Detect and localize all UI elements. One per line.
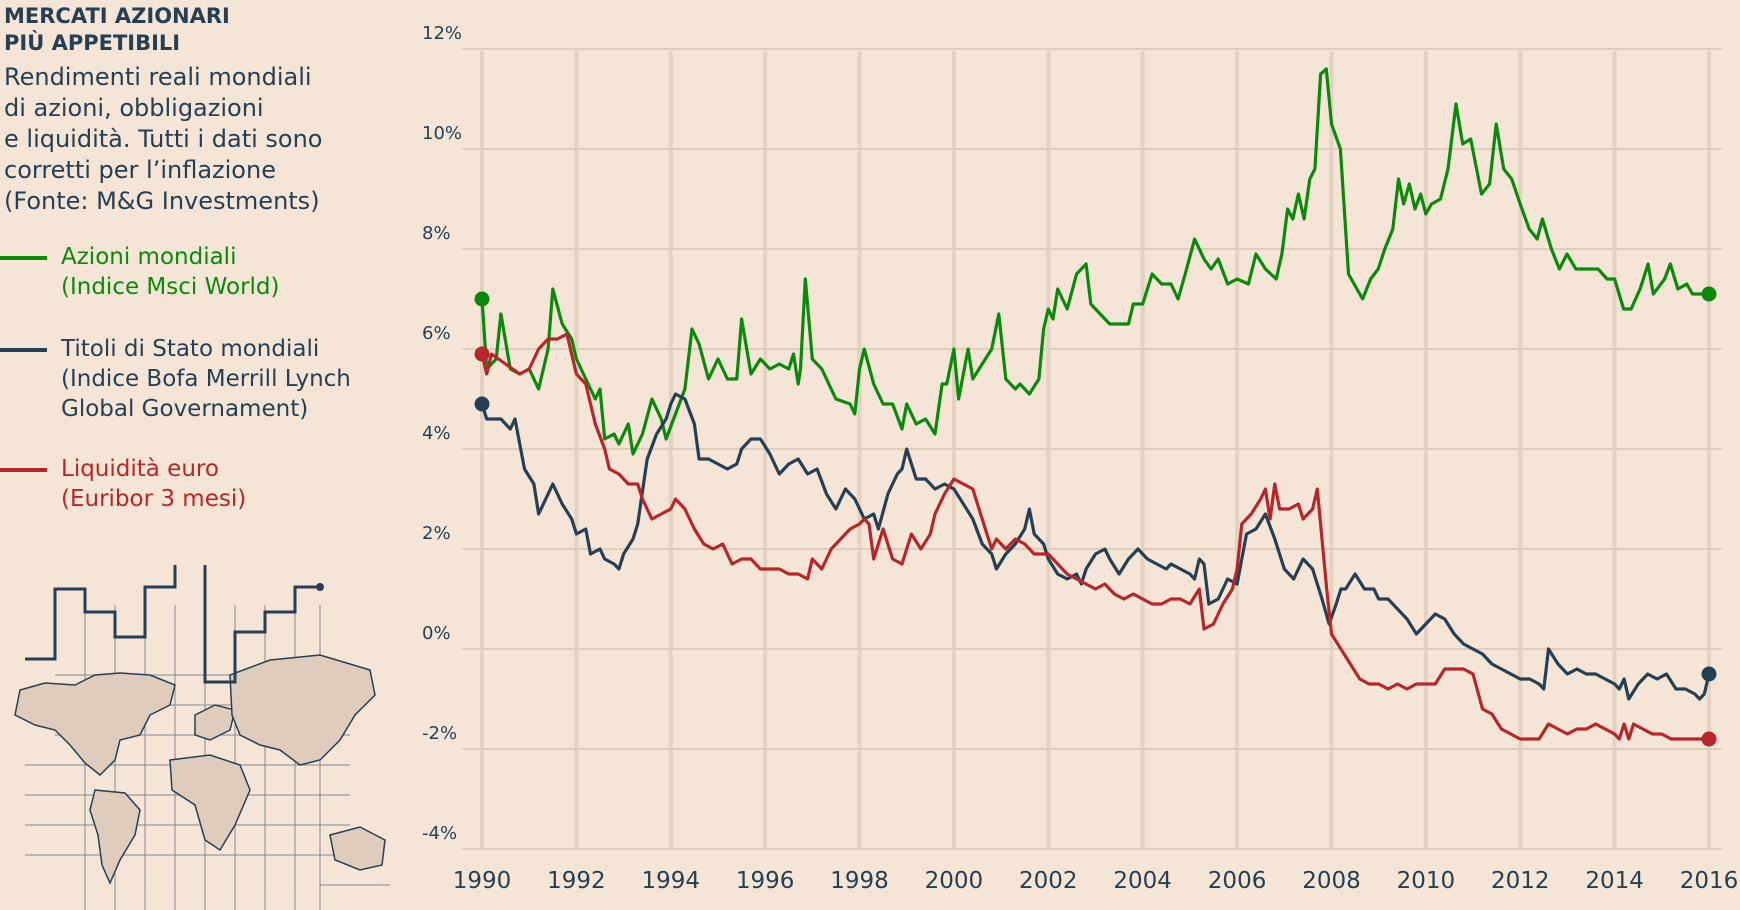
y-tick-label: 4% (422, 423, 451, 444)
x-tick-label: 1990 (453, 868, 512, 894)
x-tick-label: 1998 (830, 868, 889, 894)
series-end-dot-cash (1701, 731, 1717, 747)
subtitle-line: Rendimenti reali mondiali (4, 63, 312, 91)
legend-label: (Indice Bofa Merrill Lynch (61, 366, 351, 392)
subtitle-line: di azioni, obbligazioni (4, 94, 264, 122)
x-tick-label: 1992 (547, 868, 606, 894)
y-tick-label: -4% (422, 823, 457, 844)
series-start-dot-bonds (474, 396, 490, 412)
y-tick-label: 12% (422, 23, 462, 44)
legend-label: (Euribor 3 mesi) (61, 486, 247, 512)
x-tick-label: 2012 (1491, 868, 1550, 894)
series-line-stocks (480, 67, 1709, 456)
subtitle-line: (Fonte: M&G Investments) (4, 187, 320, 215)
series-start-dot-cash (474, 346, 490, 362)
subtitle-line: corretti per l’inflazione (4, 156, 276, 184)
chart-subtitle: Rendimenti reali mondiali di azioni, obb… (4, 62, 404, 217)
legend-swatch-cash (0, 468, 47, 472)
series-end-dot-bonds (1701, 666, 1717, 682)
x-tick-label: 1994 (641, 868, 700, 894)
y-tick-label: -2% (422, 723, 457, 744)
y-tick-label: 2% (422, 523, 451, 544)
subtitle-line: e liquidità. Tutti i dati sono (4, 125, 323, 153)
title-line: MERCATI AZIONARI (4, 4, 230, 28)
legend-label: (Indice Msci World) (61, 274, 280, 300)
legend-label: Global Governament) (61, 396, 309, 422)
x-tick-label: 2014 (1585, 868, 1644, 894)
chart-title: MERCATI AZIONARI PIÙ APPETIBILI (4, 3, 230, 57)
x-tick-label: 1996 (736, 868, 795, 894)
legend-label: Liquidità euro (61, 456, 219, 482)
legend-label: Titoli di Stato mondiali (61, 336, 320, 362)
legend-swatch-bonds (0, 348, 47, 352)
series-end-dot-stocks (1701, 286, 1717, 302)
y-tick-label: 10% (422, 123, 462, 144)
series-line-cash (480, 332, 1709, 741)
x-tick-label: 2002 (1019, 868, 1078, 894)
x-tick-label: 2006 (1208, 868, 1267, 894)
world-map-illustration-icon (14, 565, 390, 910)
title-line: PIÙ APPETIBILI (4, 31, 181, 55)
y-tick-label: 8% (422, 223, 451, 244)
x-tick-label: 2010 (1397, 868, 1456, 894)
x-tick-label: 2008 (1302, 868, 1361, 894)
x-tick-label: 2000 (925, 868, 984, 894)
legend-swatch-stocks (0, 256, 47, 260)
series-start-dot-stocks (474, 291, 490, 307)
series-line-bonds (480, 392, 1711, 701)
legend-label: Azioni mondiali (61, 244, 237, 270)
x-tick-label: 2004 (1113, 868, 1172, 894)
y-tick-label: 0% (422, 623, 451, 644)
y-tick-label: 6% (422, 323, 451, 344)
x-tick-label: 2016 (1680, 868, 1739, 894)
